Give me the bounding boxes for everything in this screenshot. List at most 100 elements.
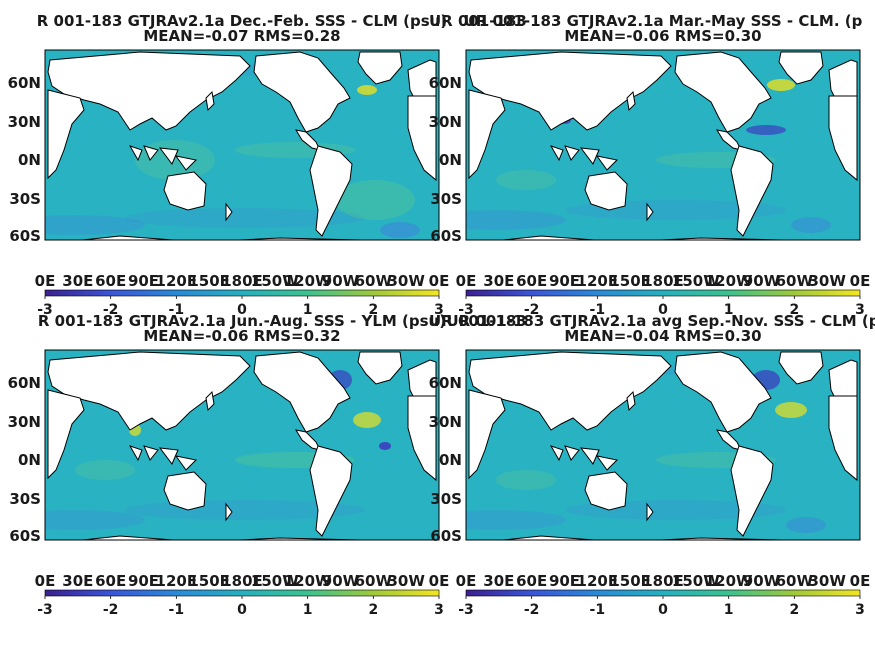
lon-label: 90E — [549, 272, 580, 290]
lon-label: 150W — [251, 272, 299, 290]
lon-label: 180E — [221, 572, 263, 590]
lon-label: 120W — [284, 572, 332, 590]
lon-label: 120W — [705, 272, 753, 290]
lon-label: 150E — [609, 272, 651, 290]
colorbar-tick-label: -1 — [590, 302, 606, 318]
lon-label: 150E — [188, 572, 230, 590]
lat-label: 30S — [430, 190, 462, 208]
colorbar-tick-label: 0 — [658, 602, 668, 618]
lat-label: 60S — [430, 527, 462, 545]
map-panel: R 001-183 GTJRAv2.1a Dec.-Feb. SSS - CLM… — [8, 12, 527, 318]
lat-label: 30N — [429, 413, 462, 431]
map-frame — [44, 349, 440, 541]
colorbar-tick-label: 1 — [724, 302, 734, 318]
lat-label: 60S — [9, 227, 41, 245]
lat-label: 0N — [18, 151, 41, 169]
lon-label: 90E — [128, 272, 159, 290]
lon-label: 90W — [322, 572, 360, 590]
lon-label: 60W — [355, 572, 393, 590]
map-area: 60N 30N 0N 30S 60S — [8, 49, 440, 245]
salinity-anomaly — [746, 125, 786, 135]
colorbar-tick-label: -3 — [458, 602, 474, 618]
colorbar-tick-label: -1 — [590, 602, 606, 618]
map-area: 60N 30N 0N 30S 60S — [429, 49, 861, 245]
colorbar-tick-label: 2 — [789, 602, 799, 618]
lon-label: 30W — [387, 572, 425, 590]
colorbar-tick-label: 0 — [237, 602, 247, 618]
lat-label: 0N — [439, 151, 462, 169]
colorbar-tick-label: -2 — [103, 602, 119, 618]
salinity-anomaly — [335, 180, 415, 220]
colorbar-tick-label: -3 — [458, 302, 474, 318]
lon-label: 180E — [221, 272, 263, 290]
lon-label: 0E — [429, 572, 450, 590]
lon-label: 120E — [577, 572, 619, 590]
lat-label: 60S — [430, 227, 462, 245]
lat-label: 60N — [429, 374, 462, 392]
map-frame — [465, 49, 861, 241]
colorbar-tick-label: 0 — [237, 302, 247, 318]
colorbar-tick-label: 2 — [368, 602, 378, 618]
salinity-anomaly — [45, 215, 145, 235]
colorbar-tick-label: -2 — [524, 302, 540, 318]
panel-title-overlap: UR 001-183 — [429, 312, 527, 330]
salinity-anomaly — [466, 510, 566, 530]
lat-label: 60N — [8, 74, 41, 92]
salinity-anomaly — [775, 402, 807, 418]
lon-label: 30W — [387, 272, 425, 290]
colorbar-tick-label: 3 — [855, 302, 865, 318]
colorbar-tick-label: 3 — [434, 302, 444, 318]
lon-label: 0E — [429, 272, 450, 290]
lon-label: 60W — [776, 572, 814, 590]
salinity-anomaly — [45, 510, 145, 530]
lon-label: 30W — [808, 272, 846, 290]
colorbar-tick-label: 0 — [658, 302, 668, 318]
lat-label: 30N — [429, 113, 462, 131]
panel-stats: MEAN=-0.04 RMS=0.30 — [564, 327, 761, 345]
colorbar — [465, 589, 861, 597]
map-frame — [44, 49, 440, 241]
panel-stats: MEAN=-0.07 RMS=0.28 — [143, 27, 340, 45]
salinity-anomaly — [466, 210, 566, 230]
map-panel: UR 001-183 GTJRAv2.1a avg Sep.-Nov. SSS … — [429, 312, 875, 618]
lat-label: 0N — [439, 451, 462, 469]
salinity-anomaly — [357, 85, 377, 95]
lon-label: 60E — [516, 572, 547, 590]
salinity-anomaly — [75, 460, 135, 480]
lon-label: 120E — [156, 572, 198, 590]
salinity-anomaly — [496, 170, 556, 190]
lon-label: 150W — [672, 272, 720, 290]
colorbar — [465, 289, 861, 297]
lon-label: 0E — [850, 572, 871, 590]
colorbar-tick-label: 1 — [724, 602, 734, 618]
lat-label: 30N — [8, 113, 41, 131]
colorbar-tick-label: -3 — [37, 302, 53, 318]
lon-label: 60E — [95, 272, 126, 290]
colorbar-tick-label: -1 — [169, 302, 185, 318]
salinity-anomaly — [353, 412, 381, 428]
lon-label: 0E — [456, 272, 477, 290]
lat-label: 0N — [18, 451, 41, 469]
lon-label: 60W — [355, 272, 393, 290]
lon-label: 0E — [35, 572, 56, 590]
lon-label: 90W — [322, 272, 360, 290]
lon-label: 90E — [128, 572, 159, 590]
salinity-anomaly — [496, 470, 556, 490]
lon-label: 30E — [62, 272, 93, 290]
lat-label: 60N — [8, 374, 41, 392]
salinity-anomaly — [135, 140, 215, 180]
lon-label: 30W — [808, 572, 846, 590]
lon-label: 60E — [95, 572, 126, 590]
salinity-anomaly — [380, 222, 420, 238]
lat-label: 60S — [9, 527, 41, 545]
colorbar-tick-label: 3 — [434, 602, 444, 618]
panel-stats: MEAN=-0.06 RMS=0.30 — [564, 27, 761, 45]
lon-label: 90W — [743, 572, 781, 590]
colorbar — [44, 589, 440, 597]
lon-label: 150E — [188, 272, 230, 290]
lon-label: 90E — [549, 572, 580, 590]
colorbar-tick-label: 2 — [789, 302, 799, 318]
panel-title: UR 001-183 GTJRAv2.1a Mar.-May SSS - CLM… — [464, 12, 863, 30]
lon-label: 60W — [776, 272, 814, 290]
